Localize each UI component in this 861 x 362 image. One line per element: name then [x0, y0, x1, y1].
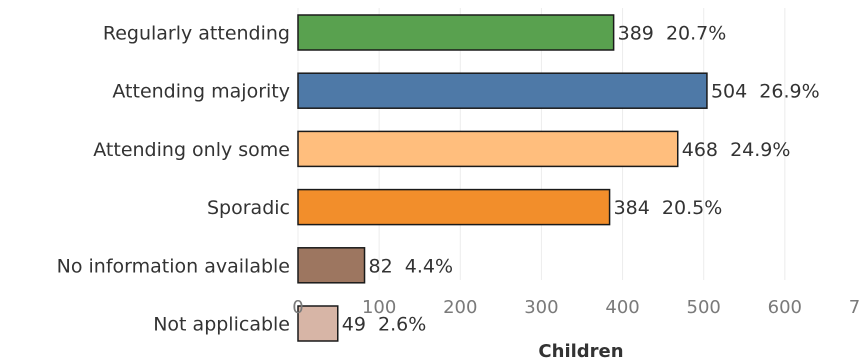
x-tick-label: 500	[687, 297, 721, 318]
bar	[297, 130, 679, 168]
bar	[297, 247, 366, 284]
bar	[297, 188, 611, 226]
data-label: 389 20.7%	[618, 23, 727, 45]
x-tick-label: 0	[292, 297, 303, 318]
x-tick-label: 700	[849, 297, 861, 318]
bars	[297, 14, 708, 342]
data-label: 504 26.9%	[711, 81, 820, 103]
category-label: Not applicable	[153, 314, 290, 336]
data-label: 49 2.6%	[342, 314, 427, 336]
x-tick-label: 100	[362, 297, 396, 318]
data-label: 468 24.9%	[682, 139, 791, 161]
x-tick-label: 200	[443, 297, 477, 318]
bar	[297, 305, 339, 342]
x-tick-label: 400	[605, 297, 639, 318]
bar	[297, 72, 708, 109]
x-axis-ticks: 0 100 200 300 400 500 600 700	[292, 297, 861, 318]
category-label: Sporadic	[207, 197, 290, 219]
data-label: 384 20.5%	[614, 197, 723, 219]
category-labels: Regularly attending Attending majority Att…	[57, 23, 290, 336]
x-axis-title: Children	[538, 341, 623, 362]
category-label: Attending majority	[112, 81, 290, 103]
x-tick-label: 300	[524, 297, 558, 318]
data-label: 82 4.4%	[369, 255, 454, 277]
data-labels: 389 20.7% 504 26.9% 468 24.9% 384 20.5% 82 4…	[342, 23, 820, 336]
category-label: No information available	[57, 255, 290, 277]
category-label: Attending only some	[93, 139, 290, 161]
x-tick-label: 600	[768, 297, 802, 318]
category-label: Regularly attending	[103, 23, 290, 45]
bar	[297, 14, 615, 51]
